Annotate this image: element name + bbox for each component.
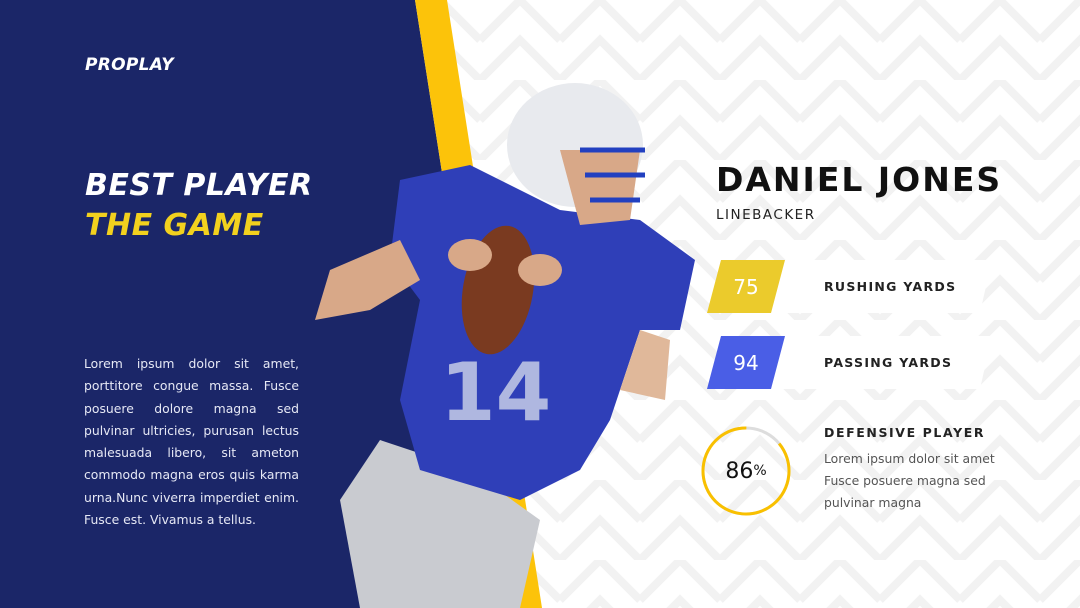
percent-sign: % xyxy=(753,463,767,479)
defensive-progress-ring xyxy=(701,426,791,516)
player-name: DANIEL JONES xyxy=(716,160,1003,199)
defensive-text: Lorem ipsum dolor sit amet Fusce posuere… xyxy=(824,451,995,510)
stat-card xyxy=(762,260,992,313)
brand-logo: PROPLAY xyxy=(85,55,174,75)
stat-label: RUSHING YARDS xyxy=(824,279,957,294)
stat-label: PASSING YARDS xyxy=(824,355,953,370)
hero-title-line2: THE GAME xyxy=(85,208,264,243)
jersey-number: 14 xyxy=(440,346,551,439)
ring-progress xyxy=(701,426,791,516)
defensive-percent: 86% xyxy=(703,428,789,514)
percent-value: 86 xyxy=(725,458,754,484)
stat-passing-yards: 94 PASSING YARDS xyxy=(707,336,997,389)
stat-value: 75 xyxy=(707,260,785,313)
player-position: LINEBACKER xyxy=(716,207,816,223)
description-text: Lorem ipsum dolor sit amet, porttitore c… xyxy=(84,356,299,528)
stat-card xyxy=(762,336,992,389)
player-image: 14 xyxy=(315,83,695,608)
stat-rushing-yards: 75 RUSHING YARDS xyxy=(707,260,997,313)
hero-title-line1: BEST PLAYER xyxy=(85,168,313,203)
defensive-title: DEFENSIVE PLAYER xyxy=(824,425,986,440)
stat-value: 94 xyxy=(707,336,785,389)
